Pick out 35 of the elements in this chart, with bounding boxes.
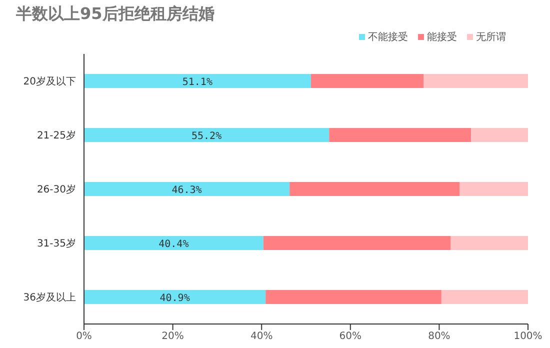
legend-label: 无所谓 bbox=[476, 30, 506, 44]
bar bbox=[310, 74, 424, 88]
data-label: 46.3% bbox=[172, 185, 202, 196]
y-tick-label: 36岁及以上 bbox=[23, 292, 76, 304]
data-label: 51.1% bbox=[182, 77, 212, 88]
y-tick-label: 26-30岁 bbox=[36, 184, 76, 196]
data-label: 40.9% bbox=[160, 293, 190, 304]
x-tick-label: 80% bbox=[428, 331, 450, 342]
bar bbox=[84, 182, 290, 196]
bar bbox=[266, 290, 442, 304]
x-tick-label: 100% bbox=[514, 331, 542, 342]
x-tick-label: 60% bbox=[339, 331, 362, 342]
bar bbox=[84, 128, 330, 142]
bar bbox=[424, 74, 528, 88]
y-tick-label: 21-25岁 bbox=[36, 130, 76, 142]
bar bbox=[290, 182, 460, 196]
legend-label: 能接受 bbox=[427, 30, 457, 44]
bar bbox=[84, 74, 311, 88]
bar bbox=[263, 236, 451, 250]
bar bbox=[441, 290, 528, 304]
bar bbox=[329, 128, 472, 142]
bar bbox=[450, 236, 528, 250]
bar bbox=[471, 128, 528, 142]
x-tick-label: 20% bbox=[162, 331, 184, 342]
bar bbox=[84, 236, 264, 250]
bar bbox=[84, 290, 266, 304]
data-label: 55.2% bbox=[191, 131, 222, 142]
chart-title: 半数以上95后拒绝租房结婚 bbox=[16, 4, 214, 25]
x-tick-label: 0% bbox=[76, 331, 92, 342]
x-tick-label: 40% bbox=[250, 331, 273, 342]
data-label: 40.4% bbox=[158, 239, 189, 250]
y-tick-label: 20岁及以下 bbox=[23, 76, 76, 88]
bar bbox=[460, 182, 528, 196]
y-tick-label: 31-35岁 bbox=[36, 238, 76, 250]
legend-label: 不能接受 bbox=[368, 30, 408, 44]
